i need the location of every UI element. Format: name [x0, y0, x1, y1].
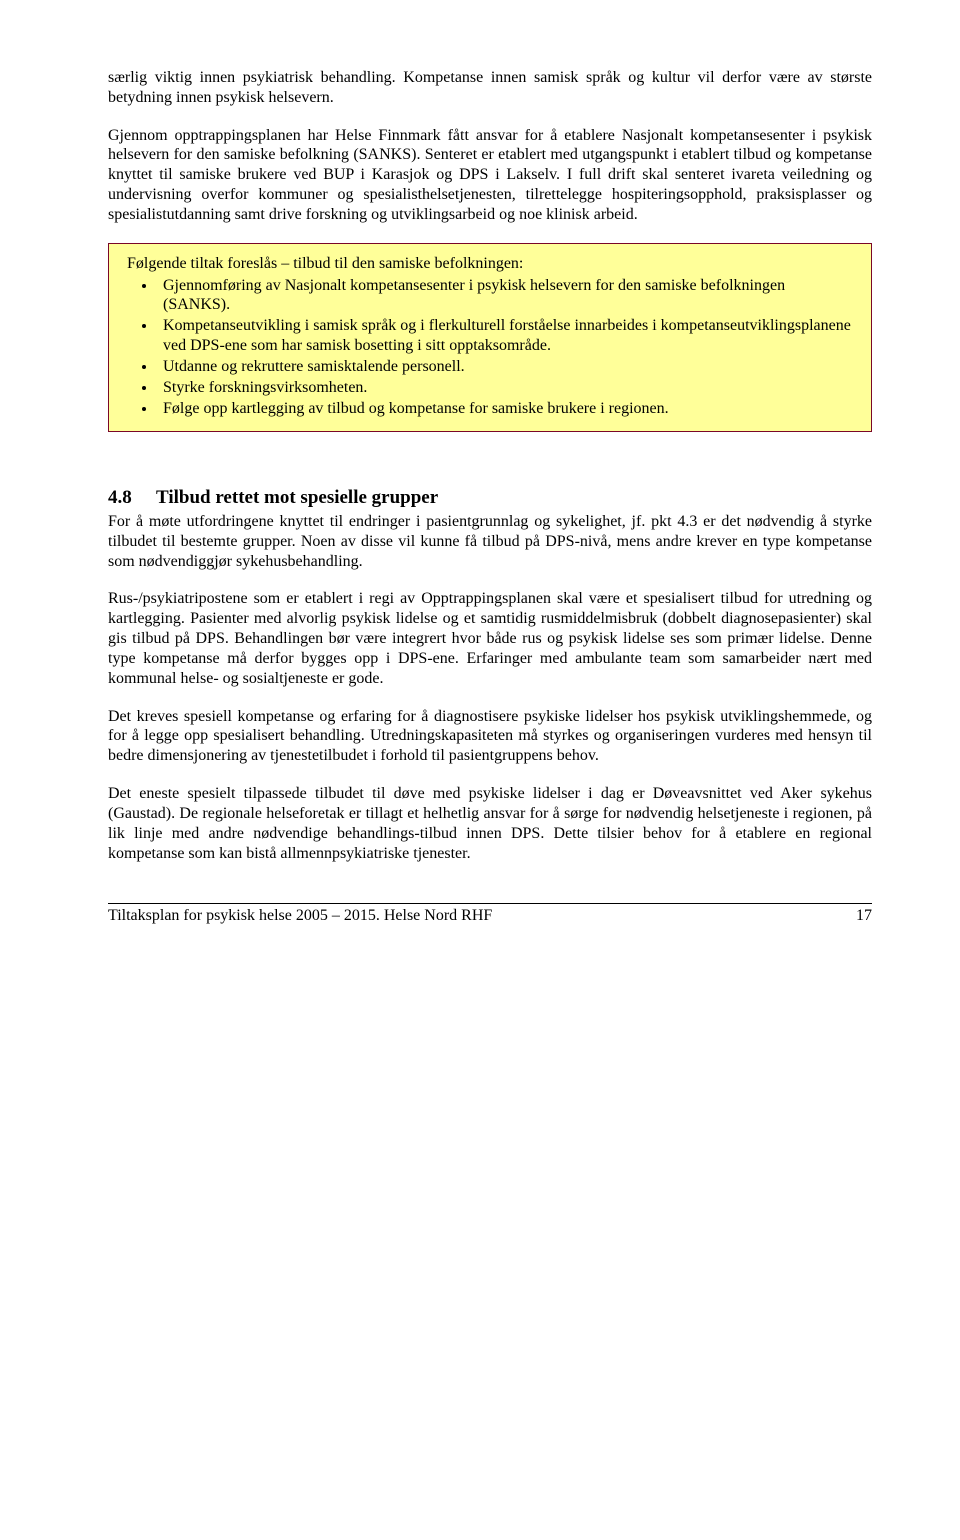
section-title: Tilbud rettet mot spesielle grupper: [156, 486, 438, 510]
footer-row: Tiltaksplan for psykisk helse 2005 – 201…: [108, 906, 872, 926]
section-number: 4.8: [108, 486, 156, 510]
tiltak-list: Gjennomføring av Nasjonalt kompetansesen…: [127, 276, 853, 419]
footer-left-text: Tiltaksplan for psykisk helse 2005 – 201…: [108, 906, 492, 926]
tiltak-title: Følgende tiltak foreslås – tilbud til de…: [127, 254, 853, 274]
tiltak-callout-box: Følgende tiltak foreslås – tilbud til de…: [108, 243, 872, 433]
paragraph-intro-2: Gjennom opptrappingsplanen har Helse Fin…: [108, 126, 872, 225]
footer-page-number: 17: [856, 906, 872, 926]
list-item: Styrke forskningsvirksomheten.: [157, 378, 853, 398]
paragraph-intro-1: særlig viktig innen psykiatrisk behandli…: [108, 68, 872, 108]
page-footer: Tiltaksplan for psykisk helse 2005 – 201…: [108, 903, 872, 926]
paragraph-body-1: For å møte utfordringene knyttet til end…: [108, 512, 872, 571]
document-page: særlig viktig innen psykiatrisk behandli…: [0, 0, 960, 966]
list-item: Kompetanseutvikling i samisk språk og i …: [157, 316, 853, 356]
footer-rule: [108, 903, 872, 904]
section-heading: 4.8 Tilbud rettet mot spesielle grupper: [108, 486, 872, 510]
paragraph-body-4: Det eneste spesielt tilpassede tilbudet …: [108, 784, 872, 863]
list-item: Utdanne og rekruttere samisktalende pers…: [157, 357, 853, 377]
paragraph-body-3: Det kreves spesiell kompetanse og erfari…: [108, 707, 872, 766]
paragraph-body-2: Rus-/psykiatripostene som er etablert i …: [108, 589, 872, 688]
list-item: Følge opp kartlegging av tilbud og kompe…: [157, 399, 853, 419]
list-item: Gjennomføring av Nasjonalt kompetansesen…: [157, 276, 853, 316]
